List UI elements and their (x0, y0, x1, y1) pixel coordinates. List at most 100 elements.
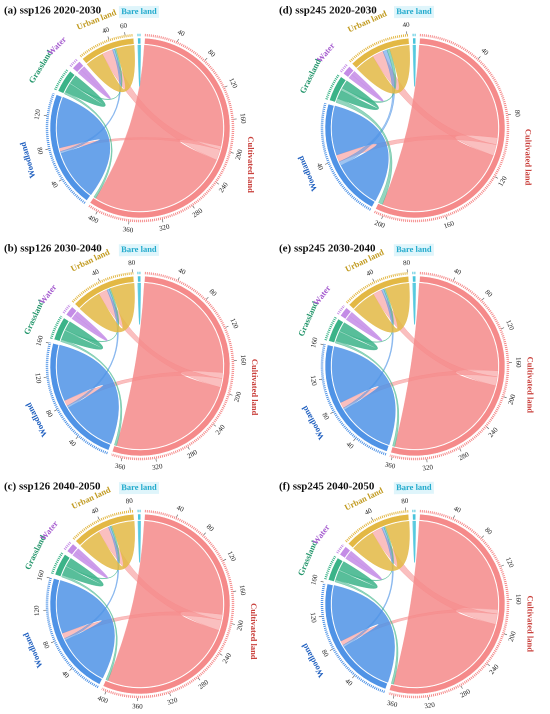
chord-ribbon (72, 548, 108, 579)
tick-label: 160 (514, 594, 522, 605)
group-label: Cultivated land (250, 359, 260, 416)
tick-mark (169, 693, 171, 697)
tick-label: 160 (35, 334, 45, 347)
tick-mark (187, 446, 190, 450)
chord-ribbon (412, 44, 416, 87)
panel-title: (c) ssp126 2040-2050 (4, 481, 101, 493)
tick-label: 240 (217, 181, 230, 195)
group-rim (45, 342, 108, 455)
group-rim (389, 271, 510, 461)
tick-label: 160 (35, 569, 46, 582)
group-arc (53, 317, 70, 342)
tick-mark (486, 426, 490, 430)
tick-label: 240 (214, 423, 227, 437)
group-label: Woodland (20, 631, 44, 669)
tick-label: 280 (186, 448, 200, 460)
tick-label: 280 (457, 450, 470, 462)
tick-mark (213, 424, 217, 427)
tick-mark (453, 277, 456, 281)
tick-label: 320 (422, 463, 434, 472)
tick-mark (393, 695, 395, 699)
chord-ribbon (338, 526, 394, 581)
group-rim (345, 271, 409, 304)
tick-label: 360 (386, 699, 399, 709)
group-rim (63, 541, 72, 551)
tick-mark (353, 438, 356, 442)
tick-mark (224, 85, 228, 88)
tick-label: 120 (228, 317, 240, 330)
tick-mark (231, 623, 235, 625)
tick-mark (204, 57, 208, 61)
group-rim (320, 343, 387, 456)
group-arc (342, 66, 355, 78)
group-label: Bare land (396, 244, 432, 254)
chord-ribbon (79, 283, 135, 333)
tick-label: 200 (373, 219, 386, 230)
tick-mark (478, 56, 481, 59)
tick-label: 40 (363, 506, 373, 517)
chord-panel: (e) ssp245 2030-2040 40 80 120 160 200 240 280 3… (279, 243, 536, 473)
group-rim (320, 582, 385, 694)
tick-mark (45, 148, 49, 150)
group-label: Woodland (295, 154, 319, 193)
group-arc (324, 344, 390, 452)
tick-label: 120 (32, 605, 41, 617)
group-arc (324, 583, 388, 690)
tick-label: 80 (208, 287, 219, 298)
tick-mark (320, 581, 324, 583)
label-box (393, 481, 434, 495)
group-label: Water (311, 283, 333, 307)
chord-panel: (d) ssp245 2020-2030 40 80 120 160 200 Cultiva… (279, 5, 533, 231)
group-arc (111, 275, 231, 457)
tick-label: 320 (424, 701, 436, 710)
tick-mark (53, 409, 57, 412)
group-arc (57, 70, 76, 94)
tick-label: 120 (34, 372, 43, 384)
tick-mark (459, 448, 462, 452)
group-arc (388, 513, 506, 695)
chord-ribbon (137, 282, 141, 325)
group-arc (137, 275, 142, 283)
tick-mark (391, 457, 393, 461)
group-label: Bare land (121, 482, 157, 492)
tick-label: 400 (96, 694, 109, 705)
tick-mark (495, 176, 499, 179)
tick-mark (481, 297, 485, 301)
tick-label: 360 (114, 462, 126, 472)
tick-label: 360 (384, 460, 397, 470)
tick-mark (177, 38, 179, 42)
tick-mark (46, 576, 50, 579)
label-box (393, 5, 435, 19)
group-arc (324, 103, 376, 208)
tick-label: 80 (44, 409, 55, 419)
tick-label: 360 (122, 225, 134, 234)
tick-label: 40 (101, 25, 111, 35)
group-rim (320, 102, 372, 211)
tick-label: 80 (320, 411, 331, 421)
group-arc (375, 37, 506, 219)
chord-ribbon (137, 520, 141, 563)
tick-mark (75, 436, 79, 439)
tick-mark (372, 278, 375, 282)
group-rim (79, 33, 134, 58)
tick-mark (460, 685, 463, 689)
group-rim (45, 577, 99, 689)
chord-panel: (b) ssp126 2030-2040 40 80 120 160 200 240 280 3… (4, 243, 260, 472)
chord-ribbon (356, 45, 410, 94)
group-label: Cultivated land (523, 129, 533, 186)
group-arc (390, 275, 506, 457)
tick-mark (107, 36, 110, 40)
chord-ribbon (353, 521, 410, 571)
group-arc (347, 513, 410, 549)
tick-label: 120 (497, 174, 510, 188)
group-label: Cultivated land (249, 603, 259, 660)
group-rim (62, 304, 71, 314)
group-rim (345, 509, 409, 543)
tick-mark (453, 515, 455, 519)
tick-label: 40 (90, 506, 100, 516)
chord-panel: (a) ssp126 2020-2030 40 80 120 160 200 240 280 3… (4, 5, 256, 235)
panel-title: (d) ssp245 2020-2030 (279, 5, 377, 17)
group-label: Water (38, 518, 60, 542)
group-arc (137, 37, 142, 45)
tick-label: 160 (443, 219, 456, 230)
